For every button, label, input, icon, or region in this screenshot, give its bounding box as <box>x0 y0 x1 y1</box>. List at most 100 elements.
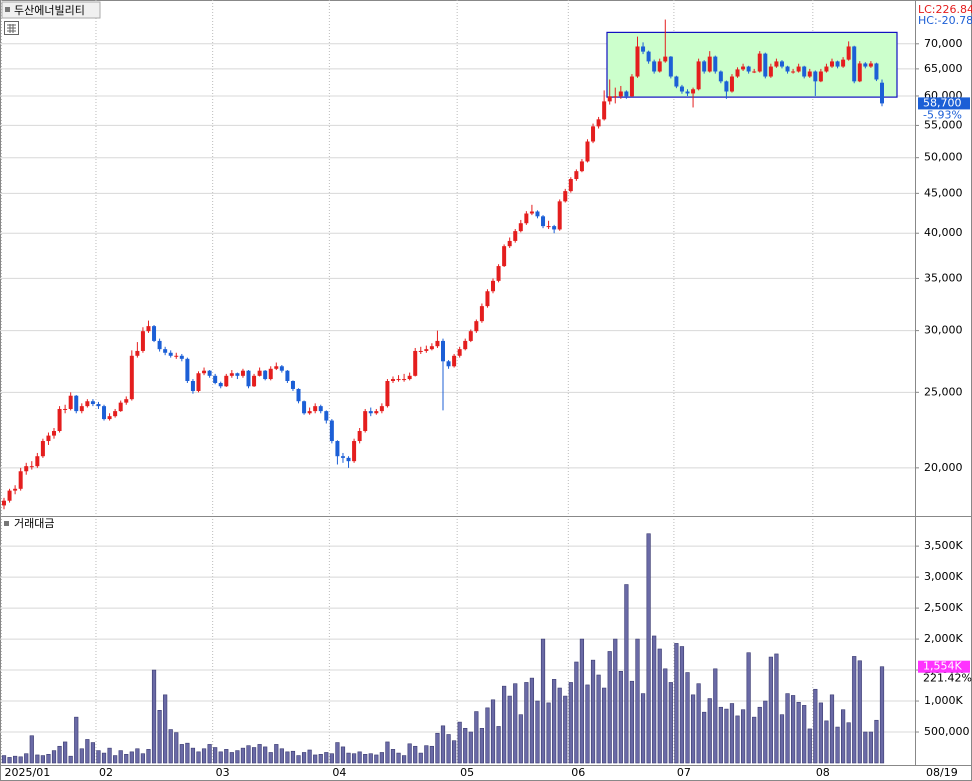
y-tick-label: 2,500K <box>924 601 963 614</box>
labels-layer: 2025/01 02 03 04 05 06 07 08 08/19 20,000 25,000 30… <box>5 37 972 779</box>
candle-body <box>563 191 568 202</box>
candle-body <box>574 171 579 179</box>
volume-bar <box>618 670 623 764</box>
candle-body <box>263 370 268 380</box>
candle-body <box>140 331 145 351</box>
candle-body <box>24 466 29 472</box>
volume-bar <box>663 668 668 764</box>
candle-body <box>157 340 162 350</box>
candle-body <box>646 51 651 62</box>
volume-bar <box>729 703 735 764</box>
candle-body <box>213 375 218 383</box>
candle-body <box>196 373 201 391</box>
volume-bar <box>340 746 346 764</box>
candle-body <box>518 223 523 232</box>
candle-body <box>880 82 884 104</box>
candle-body <box>146 326 151 332</box>
x-tick-label: 05 <box>460 766 474 779</box>
volume-bar <box>40 755 45 764</box>
candle-body <box>246 370 251 387</box>
volume-bar <box>29 735 34 764</box>
candle-body <box>96 404 101 407</box>
candle-body <box>202 370 207 374</box>
candle-body <box>741 66 746 70</box>
candle-body <box>40 441 45 457</box>
volume-bar <box>201 748 207 764</box>
volume-bar <box>563 695 568 764</box>
candle-body <box>179 355 184 359</box>
candle-body <box>190 381 195 391</box>
volume-bar <box>863 731 868 764</box>
title-box <box>1 1 101 19</box>
volume-bar <box>679 646 685 764</box>
x-tick-label: 02 <box>99 766 113 779</box>
volume-title-icon <box>4 521 9 526</box>
candle-body <box>129 355 134 400</box>
volume-bar <box>402 755 407 764</box>
candle-body <box>663 56 668 62</box>
candle-body <box>657 61 662 72</box>
candle-body <box>752 71 757 73</box>
volume-bar <box>546 702 551 764</box>
x-tick-label: 07 <box>677 766 691 779</box>
last-value-label: 1,554K <box>923 660 962 673</box>
volume-bar <box>652 635 657 764</box>
volume-bar <box>157 710 162 764</box>
volume-bar <box>568 682 573 764</box>
candle-body <box>457 349 462 356</box>
last-value-label: 58,700 <box>923 96 962 109</box>
volume-bar <box>51 750 57 764</box>
candle-body <box>552 226 557 230</box>
volume-bar <box>113 755 118 764</box>
volume-bar <box>724 708 729 764</box>
volume-bar <box>246 745 251 764</box>
candle-body <box>446 361 451 367</box>
volume-bar <box>257 744 262 764</box>
candle-body <box>113 411 118 417</box>
volume-bar <box>385 741 390 764</box>
volume-bar <box>429 745 434 764</box>
volume-bar <box>296 755 301 764</box>
volume-bar <box>657 648 662 764</box>
candle-body <box>90 401 95 405</box>
candle-body <box>524 213 529 224</box>
volume-bar <box>407 743 412 764</box>
candle-body <box>735 69 740 77</box>
candle-body <box>818 71 823 82</box>
candle-body <box>785 66 790 72</box>
volume-bar <box>613 638 618 764</box>
volume-bar <box>768 656 773 764</box>
volume-bar <box>279 748 284 764</box>
volume-bar <box>435 732 440 764</box>
candle-body <box>207 370 212 376</box>
volume-bar <box>829 694 835 764</box>
candle-body <box>168 352 173 356</box>
volume-bar <box>607 651 612 764</box>
volume-title: 거래대금 <box>14 517 54 530</box>
x-tick-label: 06 <box>571 766 585 779</box>
volume-bar <box>24 753 29 764</box>
volume-bar <box>763 700 768 764</box>
y-tick-label: 2,000K <box>924 632 963 645</box>
candle-body <box>435 340 440 347</box>
volume-bar <box>140 753 146 764</box>
candle-body <box>107 416 112 420</box>
candle-body <box>63 408 68 410</box>
candle-body <box>379 406 384 412</box>
volume-bar <box>351 753 357 764</box>
last-value-box <box>918 660 970 673</box>
volume-bar <box>690 694 696 764</box>
volume-bar <box>18 756 23 764</box>
volume-bar <box>335 742 340 764</box>
volume-bar <box>46 754 51 764</box>
candle-body <box>835 61 840 67</box>
y-tick-label: 3,000K <box>924 570 963 583</box>
y-tick-label: 45,000 <box>924 186 963 199</box>
y-tick-label: 1,000K <box>924 694 963 707</box>
candle-body <box>841 59 846 67</box>
volume-bar <box>835 726 840 764</box>
candle-body <box>163 349 168 353</box>
volume-bar <box>163 694 168 764</box>
volume-bar <box>624 584 629 764</box>
